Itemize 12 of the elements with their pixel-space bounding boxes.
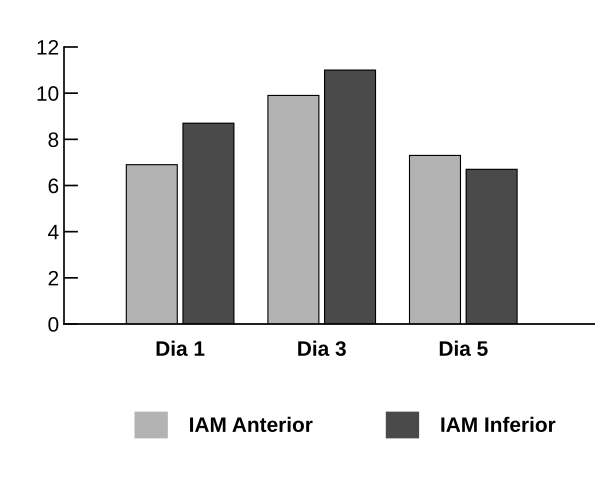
y-tick-label: 12 [38, 40, 58, 55]
legend-label: IAM Anterior [190, 416, 313, 432]
y-tick-label: 10 [38, 86, 58, 101]
x-tick-label: Dia 1 [156, 340, 204, 356]
y-tick-label: 8 [48, 132, 58, 148]
legend-label: IAM Inferior [441, 416, 556, 432]
y-tick-label: 6 [48, 178, 58, 194]
y-tick-label: 2 [48, 270, 58, 286]
x-tick-label: Dia 3 [298, 340, 346, 356]
x-tick-label: Dia 5 [440, 340, 488, 356]
y-tick-label: 0 [48, 317, 58, 332]
y-tick-label: 4 [48, 224, 59, 240]
